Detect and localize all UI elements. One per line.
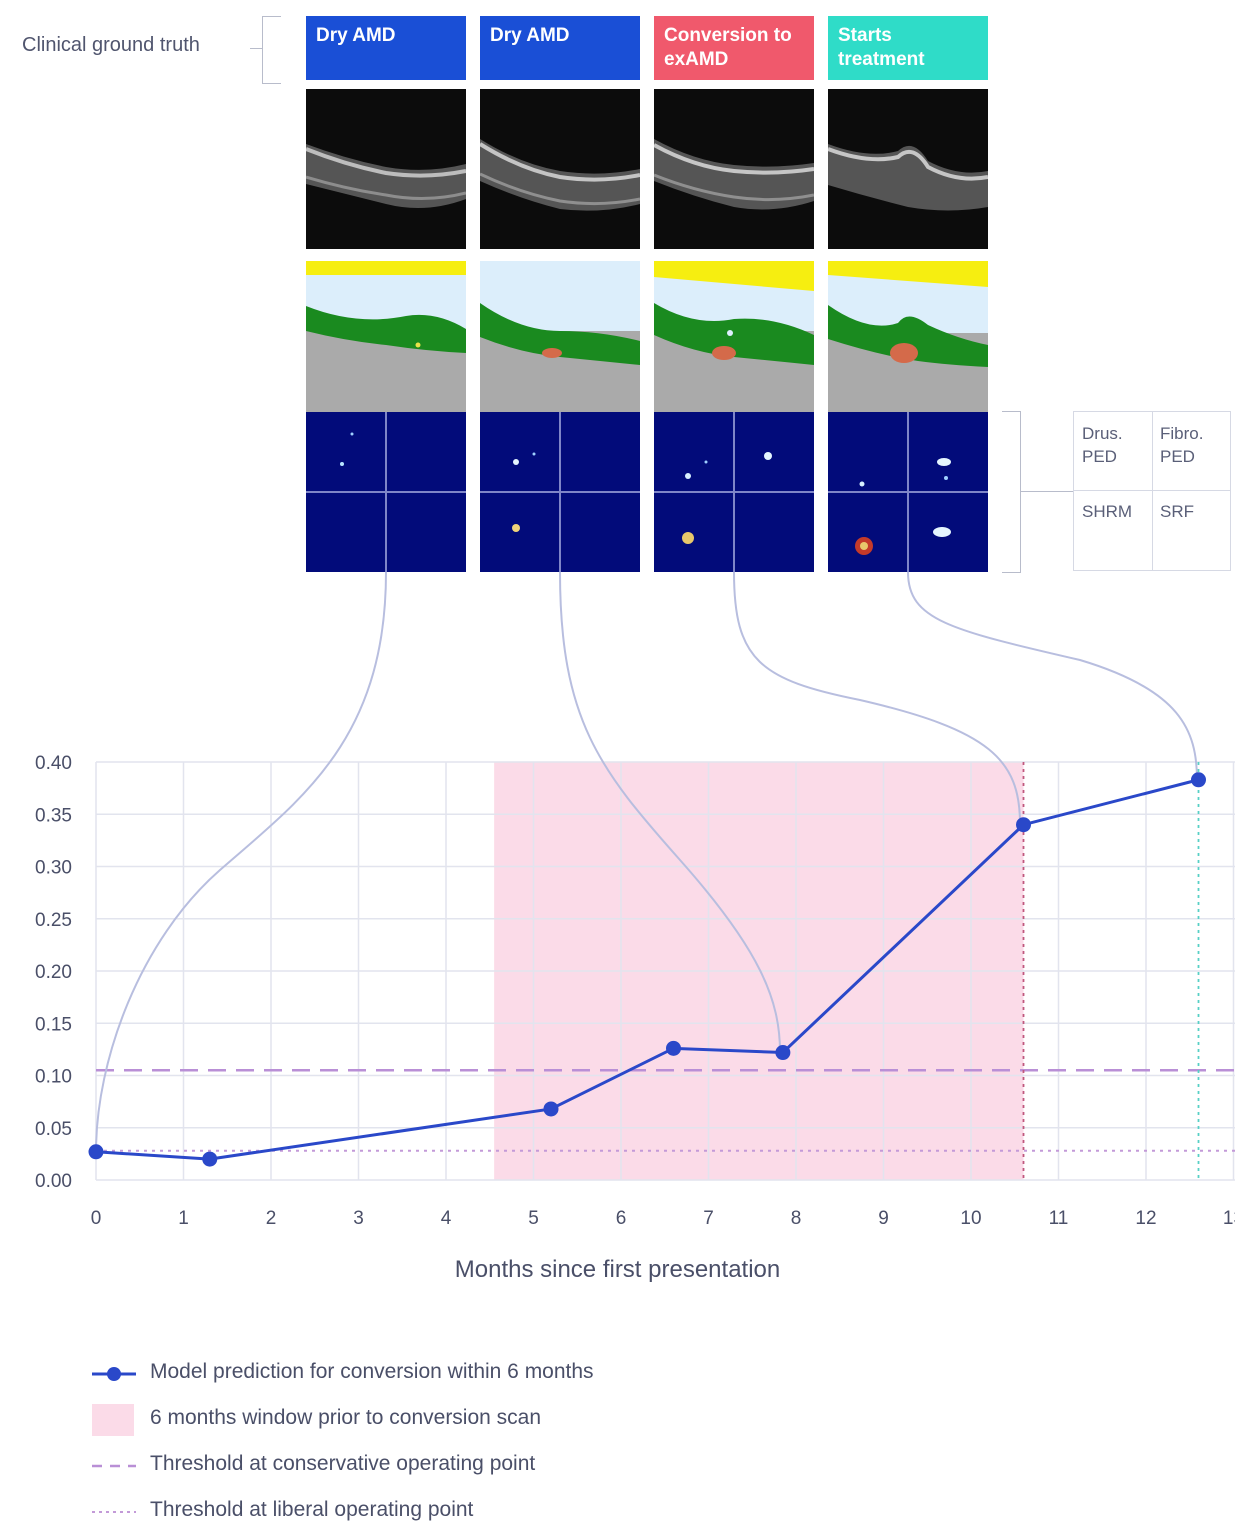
segmentation-svg — [828, 261, 988, 419]
prediction-point — [1191, 772, 1206, 788]
column-header: Dry AMD — [480, 16, 640, 80]
segmentation-svg — [480, 261, 640, 419]
y-tick-label: 0.10 — [35, 1067, 72, 1088]
y-tick-label: 0.40 — [35, 753, 72, 774]
segmentation-svg — [306, 261, 466, 419]
x-tick-label: 13 — [1223, 1208, 1235, 1229]
x-tick-label: 5 — [528, 1208, 539, 1229]
segmentation-image — [480, 261, 640, 419]
biomarker-legend-grid: Drus. PED Fibro. PED SHRM SRF — [1073, 411, 1231, 571]
y-tick-label: 0.20 — [35, 962, 72, 983]
x-tick-label: 2 — [266, 1208, 277, 1229]
biomarker-maps — [480, 412, 640, 572]
column-header: Conversion to exAMD — [654, 16, 814, 80]
ground-truth-bracket — [262, 16, 281, 84]
column-header: Starts treatment — [828, 16, 988, 80]
y-tick-label: 0.05 — [35, 1119, 72, 1140]
prediction-point — [88, 1144, 104, 1160]
biomarker-maps-svg — [682, 452, 772, 544]
prediction-point — [775, 1045, 791, 1061]
biomarker-maps — [306, 412, 466, 572]
prediction-point — [543, 1101, 559, 1117]
y-tick-label: 0.25 — [35, 910, 72, 931]
maps-bracket — [1002, 411, 1021, 573]
y-tick-label: 0.35 — [35, 805, 72, 826]
oct-scan-svg — [306, 144, 466, 208]
column-header: Dry AMD — [306, 16, 466, 80]
segmentation-svg — [654, 261, 814, 419]
segmentation-image — [828, 261, 988, 419]
x-tick-label: 11 — [1049, 1208, 1069, 1229]
connector-line — [559, 571, 781, 1053]
oct-scan-svg — [828, 144, 988, 211]
x-tick-label: 4 — [441, 1208, 452, 1229]
y-tick-label: 0.15 — [35, 1014, 72, 1035]
biomarker-maps-svg — [855, 458, 951, 555]
x-tick-label: 9 — [878, 1208, 889, 1229]
biomarker-maps — [654, 412, 814, 572]
legend-shrm: SHRM — [1082, 502, 1133, 521]
x-tick-label: 10 — [960, 1208, 981, 1229]
legend-line-swatch — [92, 1367, 136, 1381]
legend-liberal-label: Threshold at liberal operating point — [150, 1498, 474, 1521]
x-tick-label: 1 — [178, 1208, 189, 1229]
legend-srf: SRF — [1160, 502, 1194, 521]
oct-scan-image — [306, 89, 466, 249]
oct-scan-image — [828, 89, 988, 249]
clinical-ground-truth-label: Clinical ground truth — [22, 34, 200, 56]
prediction-chart: 0.000.050.100.150.200.250.300.350.400 1 2 3… — [35, 571, 1235, 1229]
prediction-point — [666, 1040, 681, 1056]
x-axis-title: Months since first presentation — [454, 1256, 781, 1283]
connector-line — [95, 571, 387, 1153]
maps-tick — [1021, 491, 1073, 492]
biomarker-maps — [828, 412, 988, 572]
legend-window-swatch — [92, 1404, 134, 1436]
legend-dashed-swatch — [92, 1464, 136, 1468]
oct-scan-svg — [480, 139, 640, 211]
connector-line — [907, 571, 1198, 781]
x-tick-label: 7 — [703, 1208, 714, 1229]
oct-scan-svg — [654, 139, 814, 210]
x-tick-label: 12 — [1135, 1208, 1156, 1229]
connector-line — [733, 571, 1021, 825]
legend-window-label: 6 months window prior to conversion scan — [150, 1406, 542, 1429]
segmentation-image — [654, 261, 814, 419]
legend-dotted-swatch — [92, 1511, 136, 1513]
legend-conservative-label: Threshold at conservative operating poin… — [150, 1452, 536, 1475]
oct-scan-image — [480, 89, 640, 249]
y-tick-label: 0.30 — [35, 858, 72, 879]
x-tick-label: 3 — [353, 1208, 364, 1229]
legend-fibrovascular-ped: Fibro. PED — [1160, 424, 1204, 466]
x-tick-label: 8 — [791, 1208, 802, 1229]
x-tick-label: 0 — [91, 1208, 102, 1229]
prediction-point — [1016, 817, 1031, 833]
biomarker-maps-svg — [512, 452, 536, 532]
ground-truth-tick — [250, 48, 262, 49]
oct-scan-image — [654, 89, 814, 249]
legend-prediction-label: Model prediction for conversion within 6… — [150, 1360, 594, 1383]
segmentation-image — [306, 261, 466, 419]
biomarker-maps-svg — [340, 432, 354, 466]
legend-drusenoid-ped: Drus. PED — [1082, 424, 1123, 466]
prediction-point — [202, 1151, 218, 1167]
x-tick-label: 6 — [616, 1208, 627, 1229]
y-tick-label: 0.00 — [35, 1171, 72, 1192]
